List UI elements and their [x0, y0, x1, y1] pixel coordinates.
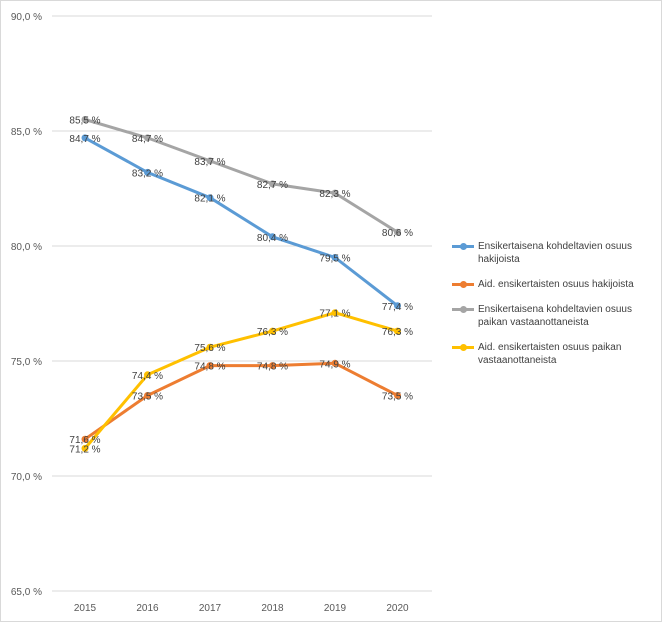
data-label: 73,5 % — [132, 392, 163, 403]
data-point — [269, 233, 276, 241]
legend-swatch — [452, 344, 474, 351]
x-tick-label: 2020 — [386, 603, 409, 614]
data-label: 85,5 % — [69, 116, 100, 127]
data-label: 71,6 % — [69, 435, 100, 446]
data-label: 77,4 % — [382, 302, 413, 313]
y-tick-label: 70,0 % — [11, 472, 42, 483]
legend-label: Ensikertaisena kohdeltavien osuus hakijo… — [478, 241, 632, 265]
data-label: 76,3 % — [382, 327, 413, 338]
y-tick-label: 90,0 % — [11, 12, 42, 23]
data-label: 73,5 % — [382, 392, 413, 403]
data-label: 82,7 % — [257, 180, 288, 191]
x-tick-label: 2015 — [74, 603, 97, 614]
legend-label: Ensikertaisena kohdeltavien osuus paikan… — [478, 304, 632, 328]
series-line — [83, 361, 399, 441]
data-point — [394, 302, 401, 310]
y-axis: 65,0 % 70,0 % 75,0 % 80,0 % 85,0 % 90,0 % — [11, 12, 42, 598]
data-label: 84,7 % — [69, 134, 100, 145]
legend-marker — [460, 243, 467, 250]
x-tick-label: 2017 — [199, 603, 222, 614]
legend-label: Aid. ensikertaisten osuus paikan vastaan… — [478, 342, 622, 366]
y-tick-label: 80,0 % — [11, 242, 42, 253]
data-point — [394, 327, 401, 335]
data-label: 80,6 % — [382, 228, 413, 239]
data-label: 74,8 % — [194, 362, 225, 373]
data-point — [144, 168, 151, 176]
legend-marker — [460, 306, 467, 313]
data-point — [206, 194, 214, 202]
data-label: 74,9 % — [319, 359, 350, 370]
data-label: 77,1 % — [319, 309, 350, 320]
legend-swatch — [452, 281, 474, 288]
series-line — [83, 311, 399, 450]
legend-item: Aid. ensikertaisten osuus hakijoista — [452, 278, 657, 291]
data-point — [81, 116, 89, 123]
data-label: 79,5 % — [319, 254, 350, 265]
data-point — [269, 327, 276, 335]
gridlines — [52, 15, 432, 592]
legend-label: Aid. ensikertaisten osuus hakijoista — [478, 279, 634, 290]
legend: Ensikertaisena kohdeltavien osuus hakijo… — [452, 240, 657, 379]
data-label: 83,7 % — [194, 157, 225, 168]
data-label: 74,8 % — [257, 362, 288, 373]
data-label: 83,2 % — [132, 168, 163, 179]
data-point — [81, 134, 89, 142]
data-point — [144, 134, 151, 142]
legend-marker — [460, 344, 467, 351]
data-point — [394, 392, 401, 399]
data-point — [206, 362, 214, 370]
data-point — [144, 371, 151, 379]
data-point — [81, 435, 89, 443]
legend-item: Aid. ensikertaisten osuus paikan vastaan… — [452, 341, 657, 367]
series-points — [81, 116, 401, 452]
data-point — [144, 392, 151, 399]
series-line — [83, 118, 399, 234]
data-point — [331, 254, 339, 261]
y-tick-label: 75,0 % — [11, 357, 42, 368]
data-label: 74,4 % — [132, 371, 163, 382]
data-label: 71,2 % — [69, 444, 100, 455]
data-point — [206, 343, 214, 351]
data-label: 82,3 % — [319, 189, 350, 200]
data-point — [331, 309, 339, 317]
data-point — [269, 362, 276, 370]
series-lines — [83, 118, 399, 450]
x-tick-label: 2016 — [136, 603, 159, 614]
data-label: 76,3 % — [257, 327, 288, 338]
x-tick-label: 2018 — [261, 603, 284, 614]
legend-item: Ensikertaisena kohdeltavien osuus hakijo… — [452, 240, 657, 266]
data-label: 80,4 % — [257, 233, 288, 244]
x-axis: 2015 2016 2017 2018 2019 2020 — [74, 603, 409, 614]
y-tick-label: 85,0 % — [11, 127, 42, 138]
data-point — [269, 180, 276, 188]
data-point — [206, 157, 214, 165]
data-point — [331, 359, 339, 367]
data-point — [394, 228, 401, 236]
legend-item: Ensikertaisena kohdeltavien osuus paikan… — [452, 303, 657, 329]
legend-swatch — [452, 306, 474, 313]
y-tick-label: 65,0 % — [11, 587, 42, 598]
data-label: 75,6 % — [194, 343, 225, 354]
data-point — [331, 189, 339, 197]
data-label: 84,7 % — [132, 134, 163, 145]
data-label: 82,1 % — [194, 194, 225, 205]
data-labels: 84,7 % 83,2 % 82,1 % 80,4 % 79,5 % 77,4 % 71,6… — [69, 116, 413, 456]
series-line — [83, 136, 399, 308]
x-tick-label: 2019 — [324, 603, 347, 614]
data-point — [81, 444, 89, 452]
legend-swatch — [452, 243, 474, 250]
legend-marker — [460, 281, 467, 288]
